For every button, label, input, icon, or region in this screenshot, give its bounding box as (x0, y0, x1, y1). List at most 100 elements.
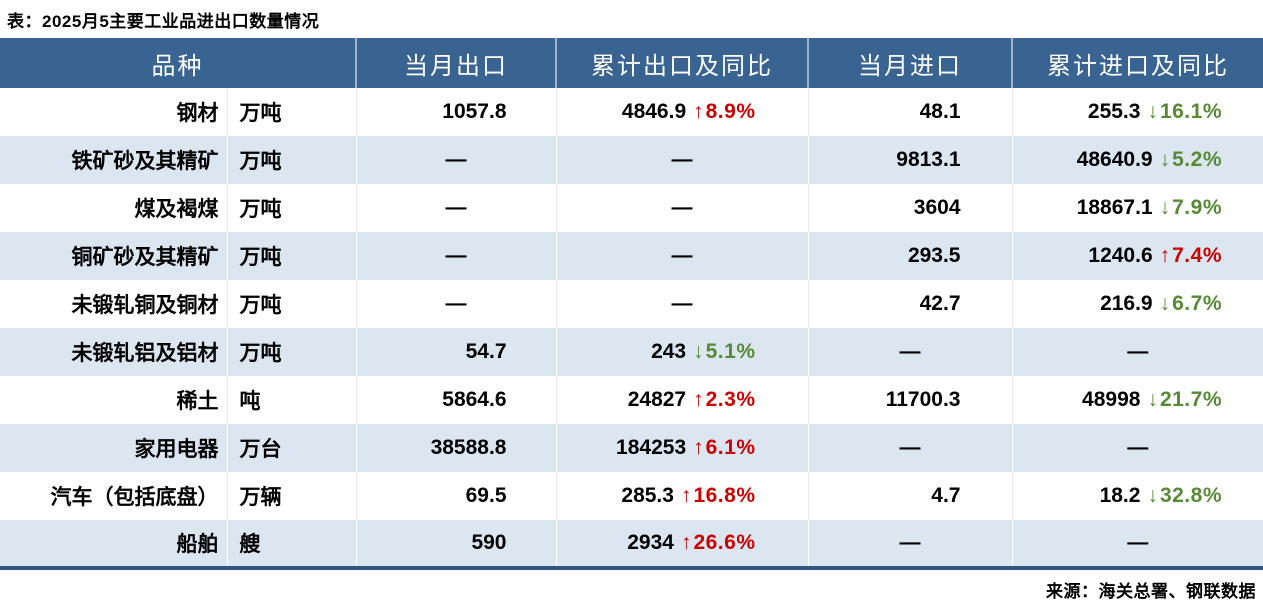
unit-cell: 艘 (226, 520, 356, 568)
product-name-cell: 未锻轧铝及铝材 (71, 342, 219, 365)
change-percent: 2.3% (705, 388, 756, 411)
monthly-import-cell: 48.1 (807, 88, 1012, 136)
page-title: 表：2025月5主要工业品进出口数量情况 (7, 12, 320, 31)
monthly-export-cell: — (355, 280, 556, 328)
cumulative-export-cell: 24827 ↑2.3% (555, 376, 808, 424)
down-arrow-icon: ↓ (1159, 196, 1171, 219)
data-table: 品种 当月出口 累计出口及同比 当月进口 累计进口及同比 钢材 万吨 1057.8 4… (0, 38, 1263, 570)
monthly-export-cell: 69.5 (355, 472, 556, 520)
cumulative-value: 184253 (616, 436, 687, 459)
cumulative-value: 24827 (627, 388, 687, 411)
up-arrow-icon: ↑ (680, 484, 692, 507)
cumulative-import-cell: — (1011, 520, 1263, 568)
table-row: 船舶艘 590 2934 ↑26.6% — — (0, 520, 1263, 568)
change-percent: 26.6% (693, 531, 756, 554)
cumulative-value: 48998 (1082, 388, 1141, 411)
table-row: 稀土吨 5864.6 24827 ↑2.3% 11700.3 48998 ↓21.7% (0, 376, 1263, 424)
cumulative-import-cell: 216.9 ↓6.7% (1011, 280, 1263, 328)
cumulative-import-cell: 48998 ↓21.7% (1011, 376, 1263, 424)
monthly-import-cell: 293.5 (807, 232, 1012, 280)
change-badge: ↓21.7% (1140, 388, 1222, 411)
up-arrow-icon: ↑ (693, 436, 704, 459)
monthly-import-cell: — (807, 328, 1012, 376)
cumulative-value: 243 (651, 340, 687, 363)
change-badge: ↑6.1% (686, 436, 755, 459)
product-name-cell: 铜矿砂及其精矿 (71, 246, 219, 269)
down-arrow-icon: ↓ (1159, 292, 1171, 315)
change-percent: 7.9% (1172, 196, 1222, 219)
monthly-export-cell: — (355, 184, 556, 232)
product-name-cell: 煤及褐煤 (134, 198, 219, 221)
change-badge: ↑16.8% (674, 484, 756, 507)
change-percent: 5.1% (705, 340, 756, 363)
change-percent: 16.1% (1159, 100, 1222, 123)
change-percent: 7.4% (1172, 244, 1222, 267)
change-percent: 16.8% (693, 484, 756, 507)
cumulative-value: 1240.6 (1088, 244, 1153, 267)
cumulative-import-cell: 48640.9 ↓5.2% (1011, 136, 1263, 184)
monthly-export-cell: 38588.8 (355, 424, 556, 472)
cumulative-import-cell: — (1011, 424, 1263, 472)
header-cell-variety: 品种 (0, 38, 356, 88)
unit-cell: 万吨 (226, 328, 356, 376)
change-percent: 21.7% (1159, 388, 1222, 411)
product-name-cell: 家用电器 (134, 438, 219, 461)
monthly-export-cell: 1057.8 (355, 88, 556, 136)
cumulative-export-cell: — (555, 136, 808, 184)
cumulative-export-cell: 2934 ↑26.6% (555, 520, 808, 568)
down-arrow-icon: ↓ (1147, 100, 1158, 123)
cumulative-value: 216.9 (1100, 292, 1153, 315)
cumulative-export-cell: — (555, 280, 808, 328)
table-row: 煤及褐煤 万吨 — —3604 18867.1 ↓7.9% (0, 184, 1263, 232)
monthly-import-cell: — (807, 424, 1012, 472)
table-row: 汽车（包括底盘） 万辆 69.5 285.3 ↑16.8% 4.7 18.2 ↓32.8% (0, 472, 1263, 520)
table-row: 钢材 万吨 1057.8 4846.9 ↑8.9% 48.1 255.3 ↓16.1% (0, 88, 1263, 136)
cumulative-export-cell: 285.3 ↑16.8% (555, 472, 808, 520)
cumulative-value: 2934 (627, 531, 674, 554)
cumulative-import-cell: 18867.1 ↓7.9% (1011, 184, 1263, 232)
cumulative-export-cell: — (555, 232, 808, 280)
change-percent: 8.9% (705, 100, 756, 123)
header-cell-monthly-export: 当月出口 (355, 38, 556, 88)
monthly-export-cell: 54.7 (355, 328, 556, 376)
change-badge: ↓7.9% (1153, 196, 1222, 219)
product-name-cell: 船舶 (176, 533, 219, 556)
unit-cell: 吨 (226, 376, 356, 424)
up-arrow-icon: ↑ (693, 100, 704, 123)
unit-cell: 万吨 (226, 232, 356, 280)
table-row: 未锻轧铜及铜材 万吨 — —42.7 216.9 ↓6.7% (0, 280, 1263, 328)
change-percent: 5.2% (1172, 148, 1222, 171)
down-arrow-icon: ↓ (1159, 148, 1171, 171)
change-badge: ↓5.1% (686, 340, 755, 363)
table-row: 铜矿砂及其精矿 万吨 — —293.5 1240.6 ↑7.4% (0, 232, 1263, 280)
monthly-import-cell: 42.7 (807, 280, 1012, 328)
up-arrow-icon: ↑ (680, 531, 692, 554)
unit-cell: 万吨 (226, 280, 356, 328)
down-arrow-icon: ↓ (1147, 388, 1158, 411)
cumulative-export-cell: 4846.9 ↑8.9% (555, 88, 808, 136)
monthly-export-cell: — (355, 232, 556, 280)
cumulative-value: 18.2 (1099, 484, 1141, 507)
monthly-export-cell: 590 (355, 520, 556, 568)
monthly-import-cell: 4.7 (807, 472, 1012, 520)
down-arrow-icon: ↓ (1147, 484, 1158, 507)
cumulative-export-cell: 243 ↓5.1% (555, 328, 808, 376)
change-badge: ↑2.3% (686, 388, 755, 411)
change-badge: ↓32.8% (1140, 484, 1222, 507)
monthly-import-cell: 9813.1 (807, 136, 1012, 184)
up-arrow-icon: ↑ (1159, 244, 1171, 267)
header-cell-cumulative-import: 累计进口及同比 (1011, 38, 1263, 88)
product-name-cell: 钢材 (176, 102, 219, 125)
unit-cell: 万台 (226, 424, 356, 472)
header-row: 品种 当月出口 累计出口及同比 当月进口 累计进口及同比 (0, 38, 1263, 88)
change-percent: 32.8% (1159, 484, 1222, 507)
cumulative-value: 4846.9 (621, 100, 687, 123)
header-cell-monthly-import: 当月进口 (807, 38, 1012, 88)
table-row: 未锻轧铝及铝材 万吨 54.7 243 ↓5.1% — — (0, 328, 1263, 376)
cumulative-value: 48640.9 (1076, 148, 1153, 171)
monthly-import-cell: 3604 (807, 184, 1012, 232)
cumulative-value: 255.3 (1087, 100, 1141, 123)
product-name-cell: 铁矿砂及其精矿 (71, 150, 219, 173)
cumulative-import-cell: — (1011, 328, 1263, 376)
